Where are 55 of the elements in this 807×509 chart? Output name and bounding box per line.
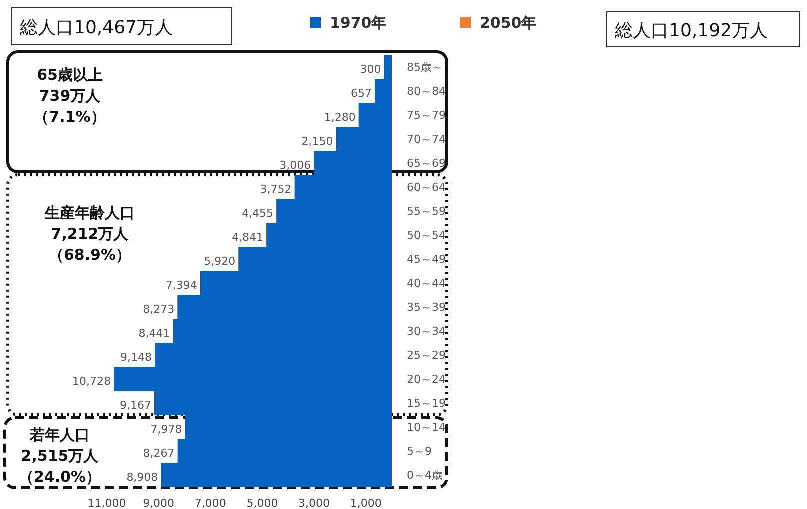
text: 739万人: [39, 87, 102, 105]
annotation: 生産年齢人口: [44, 204, 135, 222]
text: 総人口10,467万人: [19, 18, 173, 38]
x-tick-label: 5,000: [246, 497, 278, 509]
y-tick-label: 25～29: [407, 349, 446, 362]
text: （24.0%）: [18, 468, 102, 486]
y-tick-label: 60～64: [407, 181, 446, 194]
data-label: 8,267: [143, 447, 175, 460]
data-label: 4,841: [232, 231, 264, 244]
data-label: 8,908: [126, 471, 158, 484]
data-label: 5,920: [204, 255, 236, 268]
x-tick-label: 7,000: [194, 497, 226, 509]
data-label: 300: [360, 63, 382, 76]
data-label: 3,006: [280, 159, 312, 172]
y-tick-label: 45～49: [407, 253, 446, 266]
data-label: 3,752: [260, 183, 292, 196]
data-label: 1,280: [324, 111, 356, 124]
data-label: 4,455: [242, 207, 274, 220]
y-tick-label: 85歳～: [407, 61, 443, 74]
x-tick-label: 11,000: [88, 497, 126, 509]
data-label: 8,273: [143, 303, 175, 316]
text: （7.1%）: [34, 108, 106, 126]
data-label: 657: [350, 87, 372, 100]
y-tick-label: 20～24: [407, 373, 446, 386]
data-label: 8,441: [138, 327, 170, 340]
x-tick-label: 3,000: [298, 497, 330, 509]
y-tick-label: 70～74: [407, 133, 446, 146]
data-label: 9,148: [120, 351, 152, 364]
y-tick-label: 65～69: [407, 157, 446, 170]
y-tick-label: 0～4歳: [407, 469, 443, 482]
annotation: 7,212万人: [51, 225, 130, 243]
text: 若年人口: [29, 426, 90, 444]
y-tick-label: 55～59: [407, 205, 446, 218]
y-tick-label: 5～9: [407, 445, 432, 458]
y-tick-label: 40～44: [407, 277, 446, 290]
x-tick-label: 9,000: [143, 497, 175, 509]
data-label: 9,167: [120, 399, 152, 412]
x-tick-label: 1,000: [350, 497, 382, 509]
text: 2,515万人: [21, 447, 100, 465]
y-tick-label: 50～54: [407, 229, 446, 242]
y-tick-label: 15～19: [407, 397, 446, 410]
annotation: （68.9%）: [48, 246, 132, 264]
y-tick-label: 80～84: [407, 85, 446, 98]
data-label: 10,728: [72, 375, 112, 388]
data-label: 7,978: [150, 423, 182, 436]
text: 65歳以上: [37, 66, 103, 84]
y-tick-label: 30～34: [407, 325, 446, 338]
data-label: 7,394: [166, 279, 198, 292]
y-tick-label: 35～39: [407, 301, 446, 314]
data-label: 2,150: [302, 135, 334, 148]
y-tick-label: 75～79: [407, 109, 446, 122]
y-tick-label: 10～14: [407, 421, 446, 434]
text: 総人口10,192万人: [614, 20, 768, 42]
legend-label: 2050年: [480, 14, 537, 32]
legend-label: 1970年: [330, 14, 387, 32]
